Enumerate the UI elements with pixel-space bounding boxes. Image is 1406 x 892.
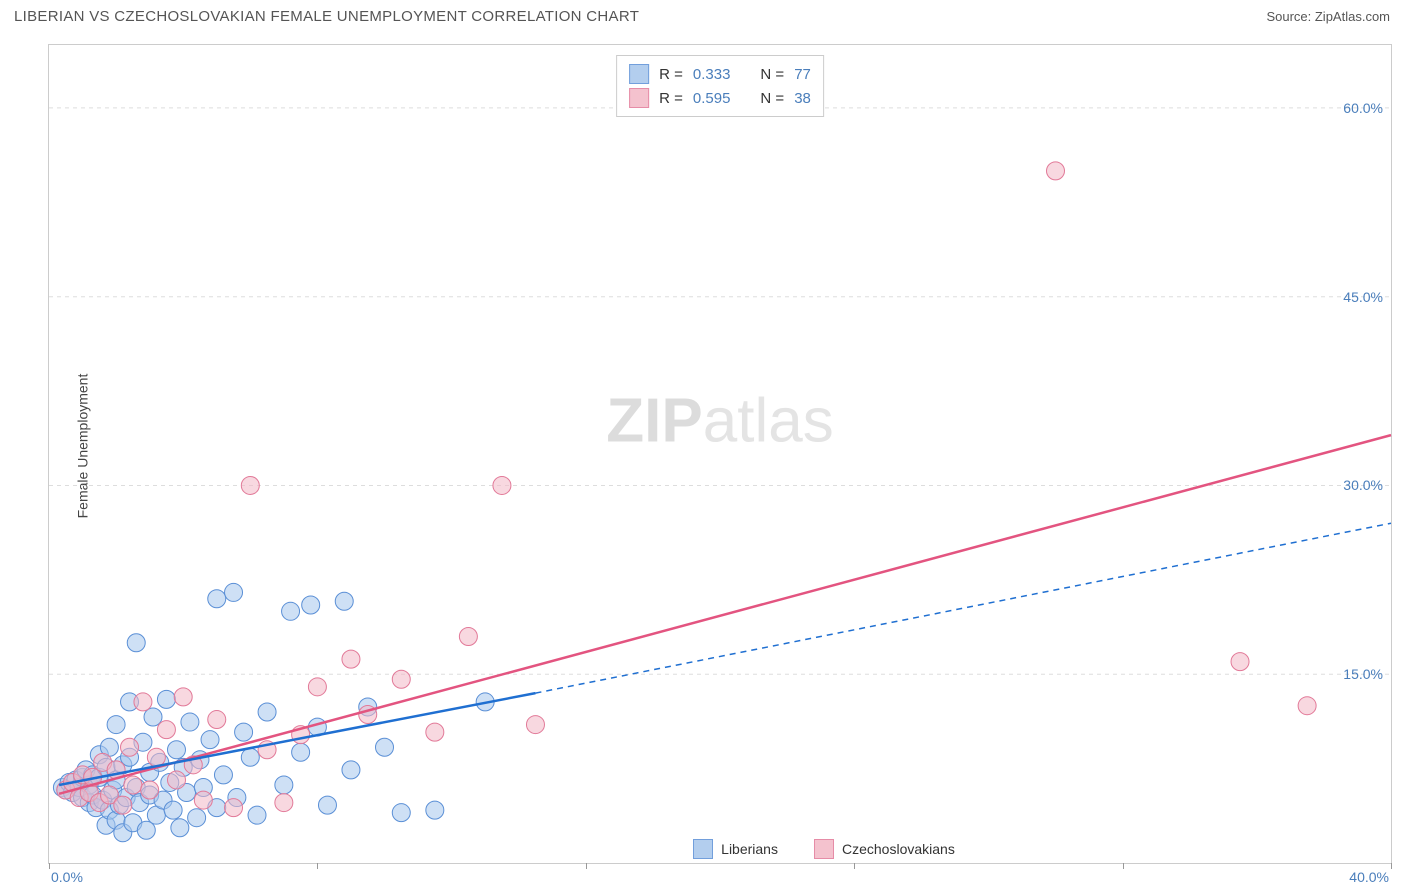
legend-item-czech: Czechoslovakians [814,839,955,859]
n-label-2: N = [760,90,784,107]
legend-label-czech: Czechoslovakians [842,841,955,857]
y-tick-label: 45.0% [1343,289,1383,305]
r-label: R = [659,66,683,83]
x-tick [49,863,50,869]
legend-swatch-liberians [693,839,713,859]
legend-label-liberians: Liberians [721,841,778,857]
x-tick [1123,863,1124,869]
x-axis-min-label: 0.0% [51,869,83,885]
x-tick [586,863,587,869]
n-label: N = [760,66,784,83]
r-value-czech: 0.595 [693,90,731,107]
chart-title: LIBERIAN VS CZECHOSLOVAKIAN FEMALE UNEMP… [14,8,639,25]
x-tick [1391,863,1392,869]
swatch-liberians [629,64,649,84]
x-tick [317,863,318,869]
legend: Liberians Czechoslovakians [693,839,955,859]
r-value-liberians: 0.333 [693,66,731,83]
y-tick-label: 60.0% [1343,100,1383,116]
n-value-liberians: 77 [794,66,811,83]
chart-plot-area: ZIPatlas R = 0.333 N = 77 R = 0.595 N = … [48,44,1392,864]
stats-row-czech: R = 0.595 N = 38 [629,86,811,110]
scatter-svg [49,45,1391,863]
stats-row-liberians: R = 0.333 N = 77 [629,62,811,86]
swatch-czech [629,88,649,108]
r-label-2: R = [659,90,683,107]
n-value-czech: 38 [794,90,811,107]
chart-header: LIBERIAN VS CZECHOSLOVAKIAN FEMALE UNEMP… [0,0,1406,29]
correlation-stats-box: R = 0.333 N = 77 R = 0.595 N = 38 [616,55,824,117]
legend-item-liberians: Liberians [693,839,778,859]
legend-swatch-czech [814,839,834,859]
x-axis-max-label: 40.0% [1349,869,1389,885]
x-tick [854,863,855,869]
y-tick-label: 15.0% [1343,666,1383,682]
y-tick-label: 30.0% [1343,477,1383,493]
source-attribution: Source: ZipAtlas.com [1266,9,1390,24]
